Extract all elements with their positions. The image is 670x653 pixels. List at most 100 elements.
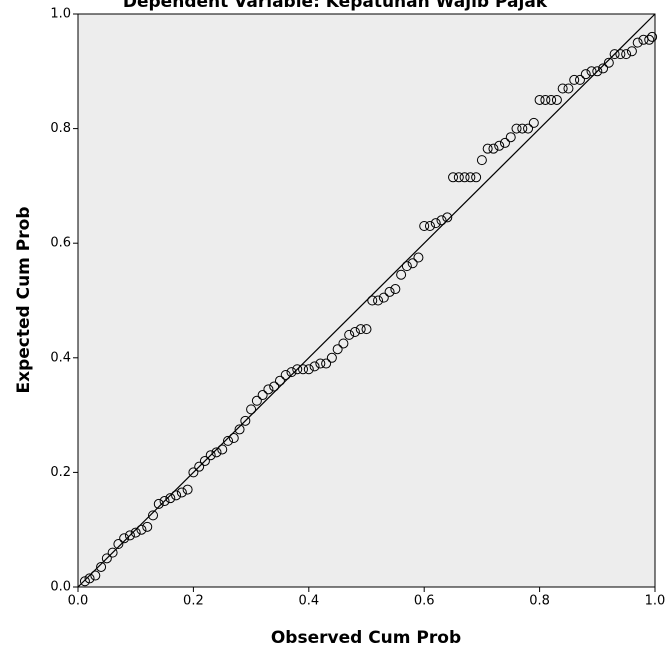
point — [171, 490, 182, 501]
point — [632, 37, 643, 48]
y-tick-label: 0.0 — [50, 580, 71, 595]
point — [269, 381, 280, 392]
point — [217, 444, 228, 455]
point — [199, 455, 210, 466]
point — [407, 258, 418, 269]
point — [292, 364, 303, 375]
point — [136, 524, 147, 535]
point — [424, 221, 435, 232]
y-tick-label: 0.4 — [50, 350, 71, 365]
point — [234, 424, 245, 435]
point — [303, 364, 314, 375]
point — [107, 547, 118, 558]
point — [349, 327, 360, 338]
point — [96, 561, 107, 572]
point — [517, 123, 528, 134]
point — [419, 221, 430, 232]
point — [482, 143, 493, 154]
point — [540, 94, 551, 105]
point — [609, 49, 620, 60]
point — [523, 123, 534, 134]
point — [603, 57, 614, 68]
point — [569, 74, 580, 85]
point — [286, 367, 297, 378]
point — [84, 573, 95, 584]
point — [534, 94, 545, 105]
point — [574, 74, 585, 85]
point — [459, 172, 470, 183]
point — [159, 496, 170, 507]
point — [246, 404, 257, 415]
point — [401, 261, 412, 272]
point — [367, 295, 378, 306]
x-axis-title: Observed Cum Prob — [271, 628, 461, 648]
point — [142, 521, 153, 532]
x-tick-label: 1.0 — [645, 594, 666, 609]
point — [413, 252, 424, 263]
point — [101, 553, 112, 564]
point — [298, 364, 309, 375]
point — [182, 484, 193, 495]
point — [378, 292, 389, 303]
point — [488, 143, 499, 154]
y-tick-label: 0.8 — [50, 121, 71, 136]
point — [124, 530, 135, 541]
point — [338, 338, 349, 349]
point — [586, 66, 597, 77]
point — [113, 539, 124, 550]
point — [505, 132, 516, 143]
point — [621, 49, 632, 60]
point — [465, 172, 476, 183]
point — [390, 284, 401, 295]
point — [315, 358, 326, 369]
point — [638, 34, 649, 45]
point — [373, 295, 384, 306]
point — [344, 329, 355, 340]
point — [430, 218, 441, 229]
point — [471, 172, 482, 183]
x-tick-label: 0.4 — [298, 594, 319, 609]
point — [355, 324, 366, 335]
point — [251, 395, 262, 406]
point — [194, 461, 205, 472]
y-axis-title: Expected Cum Prob — [14, 207, 34, 394]
point — [615, 49, 626, 60]
point — [309, 361, 320, 372]
point — [280, 369, 291, 380]
point — [228, 433, 239, 444]
point — [165, 493, 176, 504]
point — [153, 498, 164, 509]
point — [257, 390, 268, 401]
point — [176, 487, 187, 498]
y-tick-label: 1.0 — [50, 7, 71, 22]
x-tick-label: 0.6 — [414, 594, 435, 609]
point — [211, 447, 222, 458]
point — [205, 450, 216, 461]
point — [130, 527, 141, 538]
y-tick-label: 0.6 — [50, 236, 71, 251]
point — [557, 83, 568, 94]
point — [647, 31, 658, 42]
point — [448, 172, 459, 183]
x-tick-label: 0.8 — [529, 594, 550, 609]
point — [592, 66, 603, 77]
point — [332, 344, 343, 355]
point — [598, 63, 609, 74]
point — [528, 117, 539, 128]
point — [321, 358, 332, 369]
point — [326, 352, 337, 363]
point — [274, 375, 285, 386]
chart-title: Dependent Variable: Kepatuhan Wajib Paja… — [123, 0, 548, 12]
point — [396, 269, 407, 280]
point — [148, 510, 159, 521]
point — [644, 34, 655, 45]
point — [626, 46, 637, 57]
point — [551, 94, 562, 105]
point — [436, 215, 447, 226]
point — [563, 83, 574, 94]
point — [511, 123, 522, 134]
point — [119, 533, 130, 544]
y-tick-label: 0.2 — [50, 465, 71, 480]
point — [494, 140, 505, 151]
